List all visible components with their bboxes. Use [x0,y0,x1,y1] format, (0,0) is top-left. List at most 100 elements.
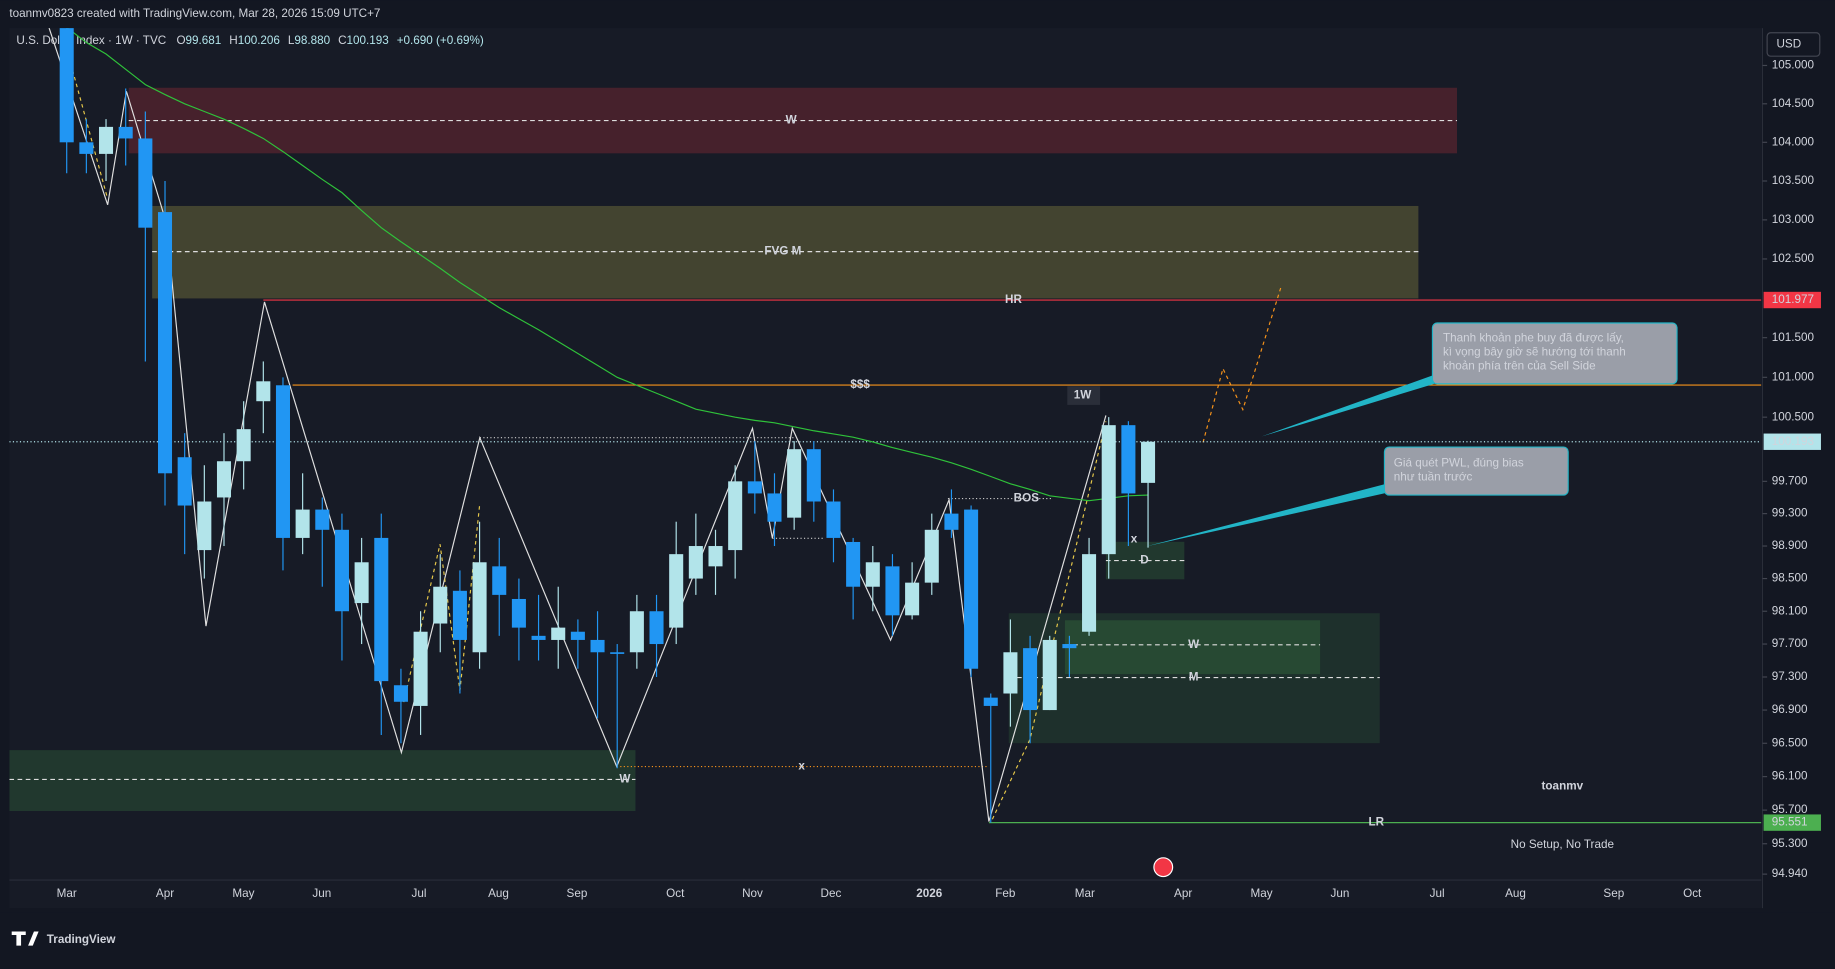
ohlc-key: O [176,34,185,47]
candle-body [1042,639,1057,711]
price-badge-label: 95.551 [1772,816,1808,829]
callout-box [1383,446,1569,496]
candle-body [393,685,408,702]
candle-body [629,611,644,653]
y-tick-label: 99.700 [1772,474,1808,487]
x-tick-label: Feb [995,887,1016,900]
x-tick-label: Aug [488,887,509,900]
candle-body [905,582,920,616]
created-note: toanmv0823 created with TradingView.com,… [9,7,380,20]
ohlc-value: 98.880 [294,34,330,47]
x-tick-label: Jul [411,887,426,900]
candle-body [787,449,802,518]
candle-body [315,509,330,530]
logo-mark [11,931,39,946]
candle-body [1141,441,1156,483]
ohlc-key: H [229,34,237,47]
candle-body [944,513,959,530]
y-tick-label: 94.940 [1772,867,1808,880]
zone-label: BOS [1014,492,1040,505]
price-line-label: HR [1005,293,1022,306]
zone-label: x [798,760,805,773]
watermark: toanmv [1542,780,1584,793]
zone-label: $$$ [850,378,870,391]
y-tick-label: 99.300 [1772,507,1808,520]
candle-body [767,493,782,522]
path-sketch [991,421,1107,820]
x-tick-label: Sep [1603,887,1624,900]
candle-body [79,142,94,154]
ohlc-value: 100.206 [238,34,280,47]
price-line-label: LR [1368,816,1384,829]
candle-body [669,554,684,628]
candle-body [334,529,349,612]
candle-body [492,566,507,595]
callout-text: kì vọng bây giờ sẽ hướng tới thanh [1443,345,1626,358]
candle-body [688,546,703,579]
x-tick-label: 2026 [916,887,943,900]
currency: USD [1776,38,1801,51]
currency-box [1766,32,1821,57]
y-tick-label: 95.700 [1772,803,1808,816]
candle-body [865,562,880,587]
candle-body [472,562,487,653]
fvg-zone [152,205,1419,299]
y-tick-label: 102.500 [1772,252,1815,265]
zone-label: M [1189,671,1199,684]
path-sketch [71,70,109,200]
y-tick-label: 97.700 [1772,637,1808,650]
price-badge [1763,433,1821,450]
x-tick-label: Jul [1430,887,1445,900]
candle-body [708,546,723,567]
y-tick-label: 96.100 [1772,770,1808,783]
y-tick-label: 103.000 [1772,213,1815,226]
price-badge-label: 100.193 [1772,435,1814,448]
logo: TradingView [47,933,117,946]
candle-body [964,509,979,669]
price-badge [1763,814,1821,831]
candle-body [551,627,566,640]
ohlc-value: 99.681 [186,34,222,47]
zone-label: FVG M [764,245,801,258]
candle-body [99,126,114,154]
y-tick-label: 96.900 [1772,703,1808,716]
y-tick-label: 105.000 [1772,59,1815,72]
event-icon[interactable] [1153,857,1174,878]
callout-text: Giá quét PWL, đúng bias [1394,457,1524,470]
candle-body [157,212,173,474]
callout-text: Thanh khoản phe buy đã được lấy, [1443,331,1624,344]
zone-label: W [1188,638,1200,651]
setup-note: No Setup, No Trade [1511,838,1614,851]
y-tick-label: 103.500 [1772,174,1815,187]
x-tick-label: Oct [1683,887,1702,900]
y-tick-label: 101.500 [1772,331,1815,344]
demand-zone-inner [1064,620,1321,675]
candle-body [216,461,232,498]
x-tick-label: May [1251,887,1273,900]
candle-body [924,529,939,583]
zone-label: 1W [1074,389,1092,402]
y-tick-label: 100.500 [1772,410,1815,423]
x-tick-label: Oct [666,887,685,900]
candle-body [236,429,251,462]
y-tick-label: 97.300 [1772,670,1808,683]
zone-label: x [1131,533,1138,546]
candle-body [511,598,526,628]
y-tick-label: 98.100 [1772,604,1808,617]
candle-body [413,631,428,706]
candle-body [295,509,310,538]
symbol-info: U.S. Dollar Index · 1W · TVC O99.681 H10… [16,34,484,47]
weekly-zone [9,750,636,812]
y-tick-label: 98.500 [1772,572,1808,585]
candle-body [590,639,605,653]
candle-body [1062,644,1077,649]
callout-text: như tuần trước [1394,471,1473,484]
candle-body [138,138,153,228]
candle-body [806,449,821,502]
candle-body [747,481,762,494]
candle-body [1121,425,1136,494]
candle-body [275,385,290,538]
